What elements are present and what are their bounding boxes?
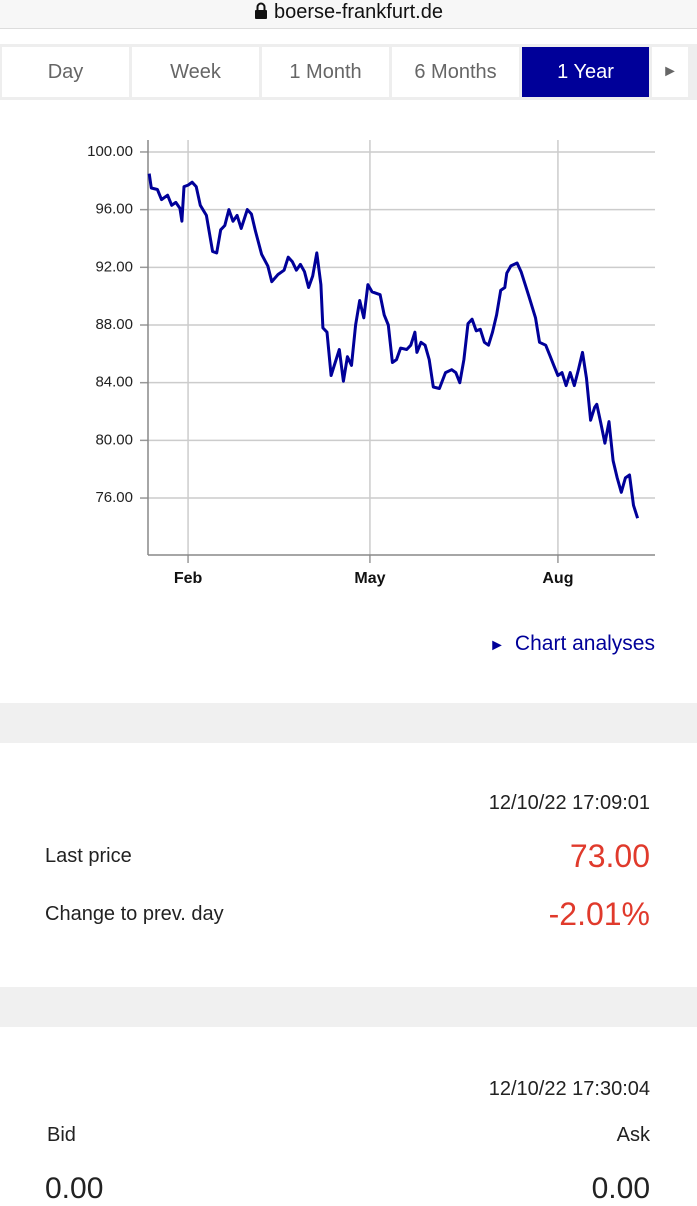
tab[interactable]: Day [2,47,129,97]
tab[interactable]: 6 Months [392,47,519,97]
x-tick-label: Feb [174,570,203,587]
ask: 0.00 [591,1172,650,1205]
lock-icon [255,2,267,19]
change: -2.01% [548,896,650,932]
y-tick-label: 80.00 [95,431,133,448]
scroll-arrow[interactable]: ► [652,47,688,97]
label: Last price [45,845,132,867]
last-price: 73.00 [569,838,650,874]
separator [0,987,697,1027]
y-tick-label: 92.00 [95,258,133,275]
range-tabs: Day Week 1 Month 6 Months 1 Year ► [0,44,697,100]
label: Ask [616,1124,650,1146]
url: boerse-frankfurt.de [274,1,443,23]
timestamp: 12/10/22 17:09:01 [488,792,650,814]
tab[interactable]: Week [132,47,259,97]
y-tick-label: 88.00 [95,316,133,333]
x-tick-label: Aug [542,570,573,587]
url-bar: boerse-frankfurt.de [0,0,697,29]
y-tick-label: 100.00 [87,143,133,160]
tab[interactable]: 1 Year [522,47,649,97]
chart-link[interactable]: ► Chart analyses [489,632,655,655]
y-tick-label: 96.00 [95,201,133,218]
x-tick-label: May [354,570,385,587]
bid: 0.00 [45,1172,104,1205]
label: Change to prev. day [45,903,224,925]
timestamp: 12/10/22 17:30:04 [488,1078,650,1100]
chart: 76.00 80.00 84.00 88.00 92.00 96.00 100.00 Feb M… [87,140,655,587]
price-line [147,173,640,519]
separator [0,703,697,743]
chart-link-text[interactable]: Chart analyses [514,632,655,655]
label: Bid [47,1124,76,1146]
tab[interactable]: 1 Month [262,47,389,97]
y-tick-label: 84.00 [95,374,133,391]
y-tick-label: 76.00 [95,489,133,506]
